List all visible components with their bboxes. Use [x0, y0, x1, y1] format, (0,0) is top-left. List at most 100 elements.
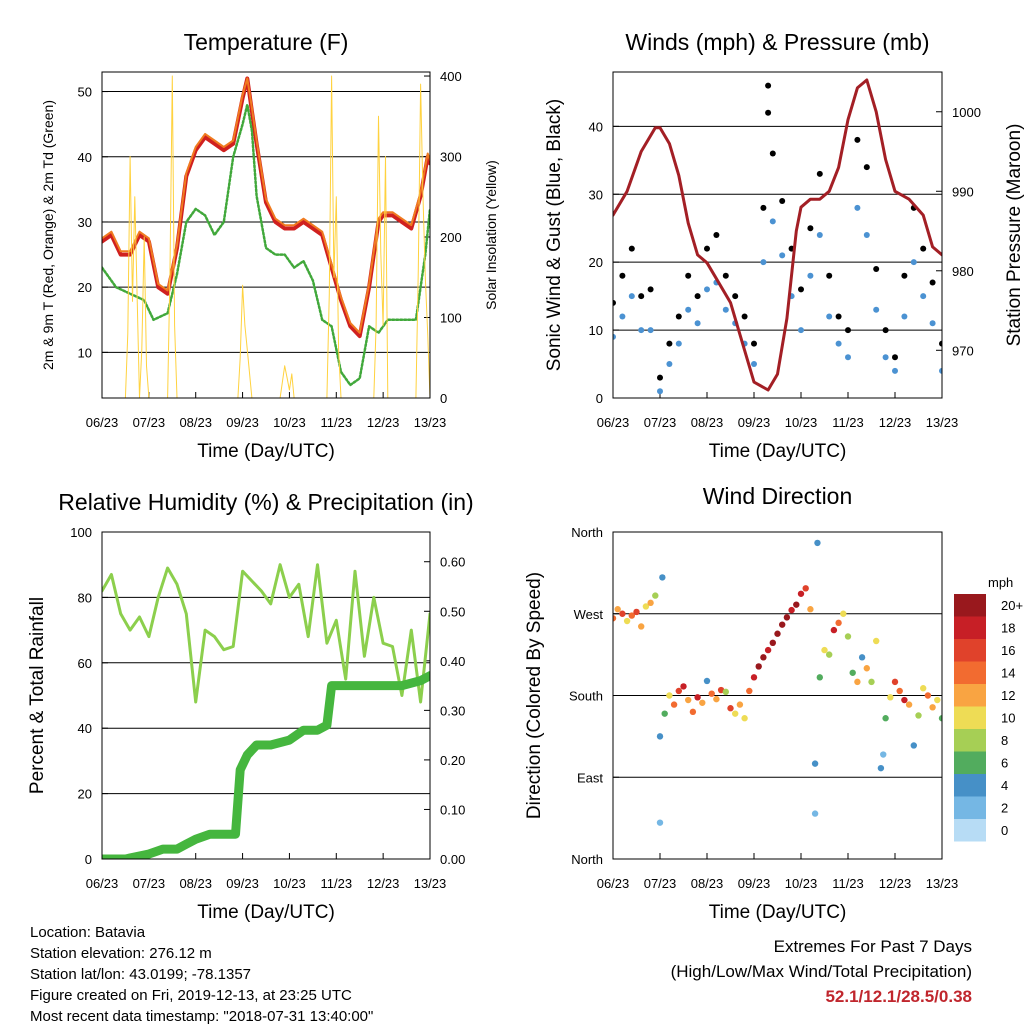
wind-point — [675, 313, 682, 320]
direction-point — [826, 651, 833, 658]
wind-point — [769, 150, 776, 157]
x-axis-label: Time (Day/UTC) — [709, 441, 847, 462]
direction-point — [910, 742, 917, 749]
wind-point — [835, 340, 842, 347]
wind-point — [845, 327, 851, 334]
y-axis-label: Direction (Colored By Speed) — [524, 572, 545, 819]
y-axis-label: Sonic Wind & Gust (Blue, Black) — [544, 99, 565, 371]
y-tick-label: 20 — [78, 280, 92, 295]
axes-frame — [612, 531, 943, 860]
direction-point — [656, 733, 664, 740]
direction-point — [938, 715, 942, 722]
direction-point — [685, 696, 692, 704]
wind-point — [638, 327, 645, 334]
direction-point — [915, 712, 922, 719]
panel-4 — [612, 531, 986, 860]
direction-point — [835, 619, 842, 627]
wind-point — [826, 313, 833, 320]
colorbar-swatch — [954, 706, 986, 729]
y-tick-label: 40 — [78, 721, 92, 736]
direction-point — [764, 646, 772, 654]
wind-point — [760, 204, 767, 211]
direction-point — [670, 701, 678, 708]
direction-point — [666, 692, 673, 699]
direction-point — [628, 612, 635, 619]
wind-point — [647, 286, 654, 293]
y2-tick-label: 0.60 — [440, 555, 465, 570]
x-tick-label: 12/23 — [879, 876, 912, 891]
wind-point — [704, 286, 710, 293]
y2-axis-label: Station Pressure (Maroon) — [1004, 124, 1024, 347]
direction-point — [703, 677, 711, 685]
x-tick-label: 06/23 — [86, 415, 119, 430]
y-tick-label: East — [577, 770, 603, 785]
wind-point — [751, 340, 757, 347]
extremes-value: 52.1/12.1/28.5/0.38 — [825, 987, 972, 1006]
chart-title: Winds (mph) & Pressure (mb) — [625, 29, 929, 55]
colorbar-label: 4 — [1001, 778, 1008, 793]
wind-point — [901, 272, 908, 279]
colorbar-label: 10 — [1001, 711, 1015, 726]
extremes-subtitle: (High/Low/Max Wind/Total Precipitation) — [670, 962, 972, 981]
direction-point — [807, 606, 814, 613]
direction-point — [783, 614, 791, 621]
colorbar-label: 0 — [1001, 823, 1008, 838]
colorbar-swatch — [954, 616, 986, 639]
y-tick-label: 0 — [596, 391, 603, 406]
direction-point — [638, 623, 645, 630]
series-line-2 — [102, 77, 430, 334]
axes-frame — [101, 71, 431, 399]
wind-point — [826, 272, 833, 279]
wind-point — [666, 361, 673, 368]
wind-point — [685, 306, 692, 313]
direction-point — [880, 751, 887, 758]
wind-point — [657, 388, 663, 395]
direction-point — [779, 621, 786, 628]
y2-tick-label: 200 — [440, 230, 462, 245]
x-axis-label: Time (Day/UTC) — [709, 902, 847, 923]
direction-point — [905, 701, 913, 708]
x-tick-label: 07/23 — [644, 876, 677, 891]
extremes-title: Extremes For Past 7 Days — [773, 937, 972, 956]
wind-point — [929, 320, 936, 327]
x-tick-label: 06/23 — [597, 415, 630, 430]
direction-point — [844, 633, 852, 640]
direction-point — [920, 685, 927, 692]
y-tick-label: 0 — [85, 852, 92, 867]
y-tick-label: 30 — [78, 215, 92, 230]
direction-point — [614, 606, 621, 613]
x-tick-label: 06/23 — [86, 876, 119, 891]
wind-point — [798, 286, 804, 293]
wind-point — [722, 306, 729, 313]
x-tick-label: 06/23 — [597, 876, 630, 891]
wind-point — [873, 265, 880, 272]
wind-point — [732, 293, 739, 300]
direction-point — [788, 606, 795, 614]
direction-point — [659, 574, 666, 581]
axes-frame — [612, 71, 943, 399]
direction-point — [661, 710, 668, 717]
wind-point — [929, 279, 936, 286]
wind-point — [638, 293, 645, 300]
wind-point — [920, 293, 927, 300]
direction-point — [613, 615, 617, 622]
wind-point — [628, 293, 635, 300]
colorbar-swatch — [954, 774, 986, 797]
station-elevation: Station elevation: 276.12 m — [30, 945, 212, 962]
wind-point — [765, 109, 772, 116]
direction-point — [868, 678, 875, 686]
wind-point — [619, 272, 626, 279]
colorbar-swatch — [954, 661, 986, 684]
y2-tick-label: 970 — [952, 343, 974, 358]
series-line-3 — [102, 103, 430, 387]
direction-point — [769, 639, 776, 647]
y-tick-label: 10 — [78, 345, 92, 360]
y-tick-label: 60 — [78, 656, 92, 671]
series-line-3 — [613, 78, 942, 392]
direction-point — [746, 687, 753, 695]
direction-point — [882, 715, 889, 722]
wind-point — [835, 313, 842, 320]
wind-point — [939, 340, 942, 347]
x-axis-label: Time (Day/UTC) — [197, 902, 335, 923]
